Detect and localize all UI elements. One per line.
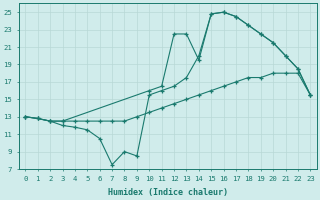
X-axis label: Humidex (Indice chaleur): Humidex (Indice chaleur) <box>108 188 228 197</box>
